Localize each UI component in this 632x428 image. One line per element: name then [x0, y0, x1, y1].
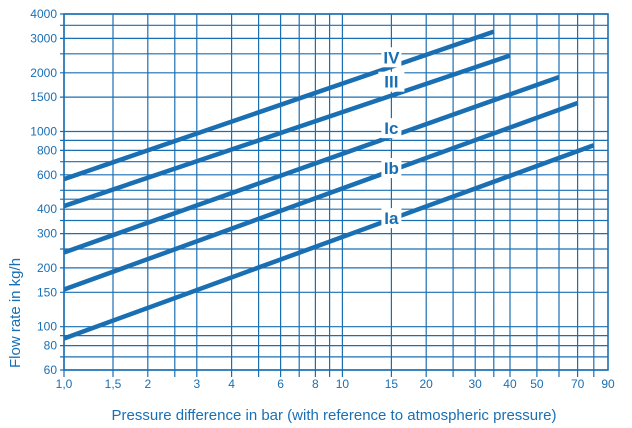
x-tick-label: 8 [312, 377, 319, 391]
y-tick-label: 100 [37, 320, 57, 334]
x-tick-label: 3 [193, 377, 200, 391]
y-tick-label: 400 [37, 202, 57, 216]
plot-frame [63, 13, 609, 371]
x-tick-label: 20 [419, 377, 433, 391]
x-tick-label: 30 [469, 377, 483, 391]
x-tick-label: 90 [601, 377, 615, 391]
x-tick-label: 50 [530, 377, 544, 391]
x-tick-label: 40 [503, 377, 517, 391]
x-tick-label: 1,5 [105, 377, 122, 391]
y-tick-label: 2000 [30, 66, 57, 80]
curve-label-bg [381, 47, 402, 68]
y-tick-label: 200 [37, 261, 57, 275]
series-line-iv [63, 29, 495, 182]
x-tick-label: 4 [228, 377, 235, 391]
y-tick-label: 800 [37, 143, 57, 157]
y-axis-label: Flow rate in kg/h [7, 258, 24, 368]
curve-label-iv: IV [383, 48, 400, 67]
curve-label-iii: III [384, 73, 398, 92]
x-tick-label: 1,0 [56, 377, 73, 391]
curve-label-ib: Ib [384, 159, 399, 178]
y-tick-label: 300 [37, 227, 57, 241]
x-tick-label: 70 [571, 377, 585, 391]
curve-label-bg [378, 71, 405, 92]
y-tick-label: 150 [37, 285, 57, 299]
series-group [63, 29, 595, 341]
series-line-ic [63, 74, 560, 255]
y-tick-label: 600 [37, 168, 57, 182]
y-tick-label: 1000 [30, 125, 57, 139]
x-tick-label: 2 [144, 377, 151, 391]
y-tick-label: 1500 [30, 90, 57, 104]
curve-labels: Ia Ib Ic III IV [378, 47, 405, 229]
series-line-ia [63, 143, 595, 341]
curve-label-bg [381, 208, 402, 229]
x-axis-label: Pressure difference in bar (with referen… [112, 407, 557, 424]
x-tick-label: 6 [277, 377, 284, 391]
series-line-iii [63, 53, 511, 209]
curve-label-bg [381, 118, 402, 139]
curve-label-bg [381, 158, 402, 179]
y-tick-label: 3000 [30, 31, 57, 45]
y-tick-label: 80 [44, 339, 58, 353]
curve-label-ia: Ia [384, 209, 399, 228]
x-tick-label: 10 [336, 377, 350, 391]
tick-labels: 1,0 1,5 2 3 4 6 8 10 15 20 30 40 50 70 90 60 80 100 150 200… [30, 7, 615, 391]
grid [60, 13, 609, 377]
y-tick-label: 60 [44, 363, 58, 377]
curve-label-ic: Ic [384, 119, 398, 138]
series-line-ib [63, 100, 579, 292]
y-tick-label: 4000 [30, 7, 57, 21]
x-tick-label: 15 [385, 377, 399, 391]
